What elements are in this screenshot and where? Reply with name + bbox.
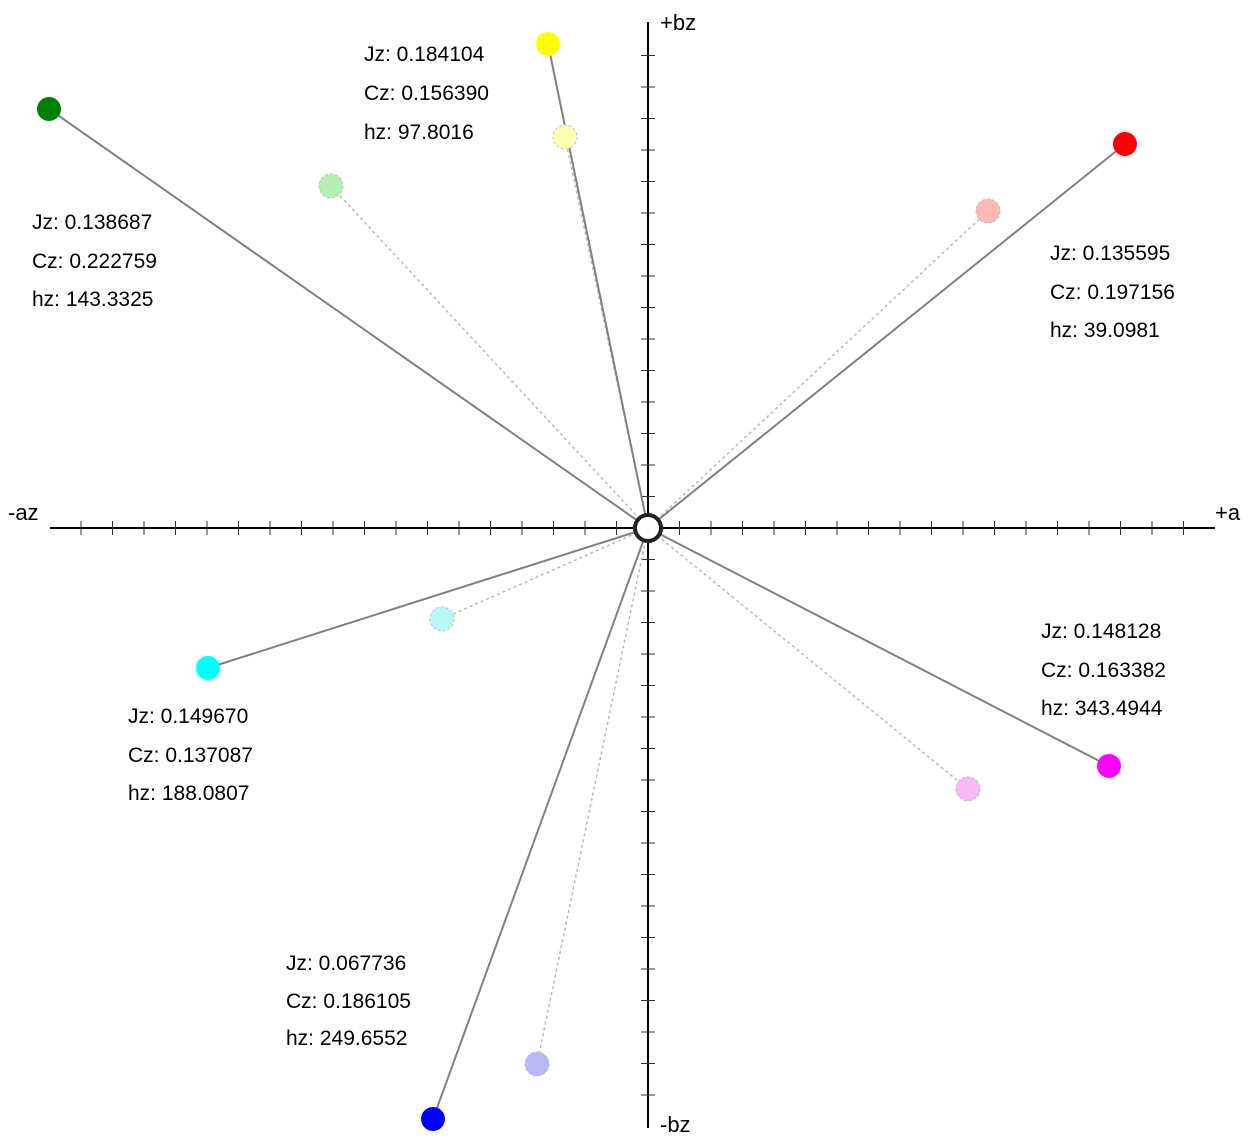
color-markers	[37, 32, 1137, 1131]
neg-a-axis-label: -az	[8, 500, 39, 525]
color-spokes	[48, 43, 1126, 1120]
readout-red: Jz: 0.135595 Cz: 0.197156 hz: 39.0981	[1050, 242, 1175, 342]
readout-jz: Jz: 0.149670	[128, 705, 248, 728]
readout-yellow: Jz: 0.184104 Cz: 0.156390 hz: 97.8016	[364, 43, 489, 144]
ghost-marker-blue[interactable]	[524, 1051, 550, 1077]
ghost-spoke-blue	[536, 527, 649, 1065]
ghost-marker-red[interactable]	[975, 198, 1001, 224]
readout-jz: Jz: 0.067736	[286, 952, 406, 975]
readout-cyan: Jz: 0.149670 Cz: 0.137087 hz: 188.0807	[128, 705, 253, 805]
readout-hz: hz: 188.0807	[128, 782, 249, 805]
readout-magenta: Jz: 0.148128 Cz: 0.163382 hz: 343.4944	[1041, 620, 1166, 720]
neg-b-axis-label: -bz	[660, 1112, 691, 1137]
pos-a-axis-label: +a	[1215, 500, 1241, 525]
pos-b-axis-label: +bz	[660, 10, 696, 35]
readout-jz: Jz: 0.148128	[1041, 620, 1161, 643]
color-marker-cyan[interactable]	[196, 656, 220, 680]
readout-cz: Cz: 0.163382	[1041, 659, 1166, 682]
readout-cz: Cz: 0.186105	[286, 990, 411, 1013]
readout-cz: Cz: 0.197156	[1050, 281, 1175, 304]
color-marker-yellow[interactable]	[536, 32, 560, 56]
readout-hz: hz: 343.4944	[1041, 697, 1163, 720]
readout-cz: Cz: 0.137087	[128, 744, 253, 767]
ghost-marker-cyan[interactable]	[429, 606, 455, 632]
ghost-marker-magenta[interactable]	[955, 776, 981, 802]
ghost-spokes	[330, 136, 989, 1065]
readout-jz: Jz: 0.184104	[364, 43, 485, 66]
spoke-red	[647, 143, 1126, 529]
ghost-spoke-cyan	[441, 527, 649, 620]
axis-ticks	[80, 55, 1184, 1096]
readout-cz: Cz: 0.156390	[364, 82, 489, 105]
spoke-cyan	[207, 527, 649, 669]
color-marker-green[interactable]	[37, 97, 61, 121]
readout-jz: Jz: 0.135595	[1050, 242, 1170, 265]
readout-jz: Jz: 0.138687	[32, 211, 152, 234]
color-marker-red[interactable]	[1113, 132, 1137, 156]
readout-hz: hz: 143.3325	[32, 288, 153, 311]
readout-blue: Jz: 0.067736 Cz: 0.186105 hz: 249.6552	[286, 952, 411, 1050]
readout-hz: hz: 97.8016	[364, 121, 474, 144]
readout-cz: Cz: 0.222759	[32, 250, 157, 273]
origin-handle[interactable]	[633, 513, 663, 543]
ghost-marker-green[interactable]	[318, 173, 344, 199]
ghost-spoke-green	[330, 185, 649, 529]
ghost-marker-yellow[interactable]	[552, 124, 578, 150]
readout-green: Jz: 0.138687 Cz: 0.222759 hz: 143.3325	[32, 211, 157, 311]
spoke-green	[48, 108, 649, 529]
spoke-yellow	[547, 43, 649, 529]
axes	[50, 22, 1215, 1128]
color-marker-blue[interactable]	[421, 1107, 445, 1131]
ghost-spoke-red	[647, 210, 989, 529]
spoke-blue	[432, 527, 649, 1120]
color-marker-magenta[interactable]	[1097, 754, 1121, 778]
readout-hz: hz: 249.6552	[286, 1027, 407, 1050]
ghost-markers	[318, 124, 1001, 1077]
ghost-spoke-magenta	[647, 527, 969, 790]
readout-hz: hz: 39.0981	[1050, 319, 1160, 342]
spoke-magenta	[647, 527, 1110, 767]
